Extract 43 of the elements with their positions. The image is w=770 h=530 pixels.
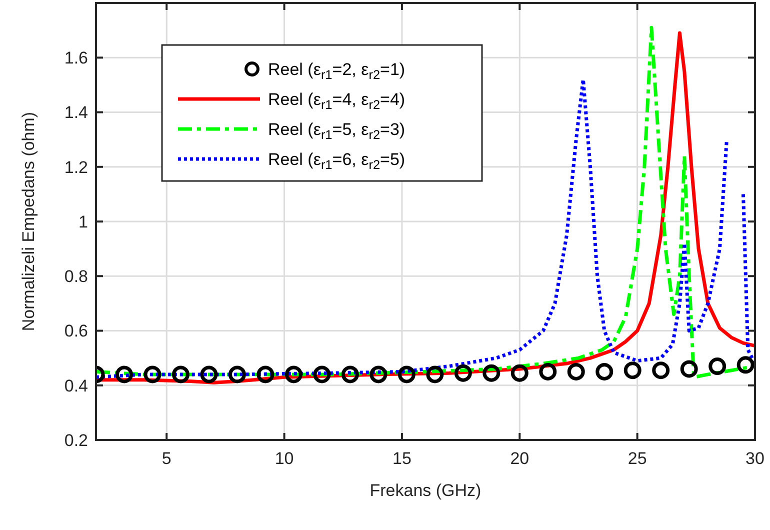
point bbox=[482, 364, 500, 382]
legend-label: Reel (ε$_{r1}$=6, ε$_{r2}$=5) bbox=[268, 150, 406, 172]
x-axis-title: Frekans (GHz) bbox=[370, 481, 482, 500]
point bbox=[426, 366, 444, 384]
point bbox=[510, 364, 528, 382]
point bbox=[454, 364, 472, 382]
point bbox=[370, 366, 388, 384]
point bbox=[341, 366, 359, 384]
x-tick-label: 5 bbox=[162, 449, 172, 468]
point bbox=[624, 362, 642, 380]
legend-label: Reel (ε$_{r1}$=5, ε$_{r2}$=3) bbox=[268, 120, 406, 142]
point bbox=[539, 362, 557, 380]
legend-label: Reel (ε$_{r1}$=4, ε$_{r2}$=4) bbox=[268, 90, 406, 112]
y-tick-label: 1.6 bbox=[64, 48, 88, 68]
x-tick-label: 10 bbox=[274, 449, 294, 468]
point bbox=[256, 366, 274, 384]
y-tick-label: 1 bbox=[78, 212, 88, 232]
y-axis-title: Normalizeli Empedans (ohm) bbox=[19, 112, 38, 332]
y-tick-label: 0.2 bbox=[64, 430, 88, 450]
point bbox=[736, 356, 754, 374]
point bbox=[596, 362, 614, 380]
point bbox=[652, 362, 670, 380]
y-tick-label: 0.4 bbox=[64, 376, 88, 396]
point bbox=[144, 366, 162, 384]
y-tick-label: 0.6 bbox=[64, 322, 88, 341]
x-tick-label: 20 bbox=[510, 449, 530, 468]
legend-label: Reel (ε$_{r1}$=2, ε$_{r2}$=1) bbox=[268, 60, 406, 82]
point bbox=[567, 362, 585, 380]
point bbox=[228, 366, 246, 384]
y-tick-label: 0.8 bbox=[64, 267, 88, 286]
point bbox=[172, 366, 190, 384]
point bbox=[115, 366, 133, 384]
y-tick-label: 1.2 bbox=[64, 158, 88, 177]
point bbox=[284, 366, 302, 384]
point bbox=[680, 360, 698, 378]
x-tick-label: 25 bbox=[628, 449, 647, 468]
point bbox=[200, 366, 218, 384]
point bbox=[313, 366, 331, 384]
x-tick-label: 30 bbox=[746, 449, 764, 468]
y-tick-label: 1.4 bbox=[64, 103, 88, 122]
x-tick-label: 15 bbox=[392, 449, 412, 468]
point bbox=[708, 358, 726, 376]
point bbox=[398, 366, 416, 384]
